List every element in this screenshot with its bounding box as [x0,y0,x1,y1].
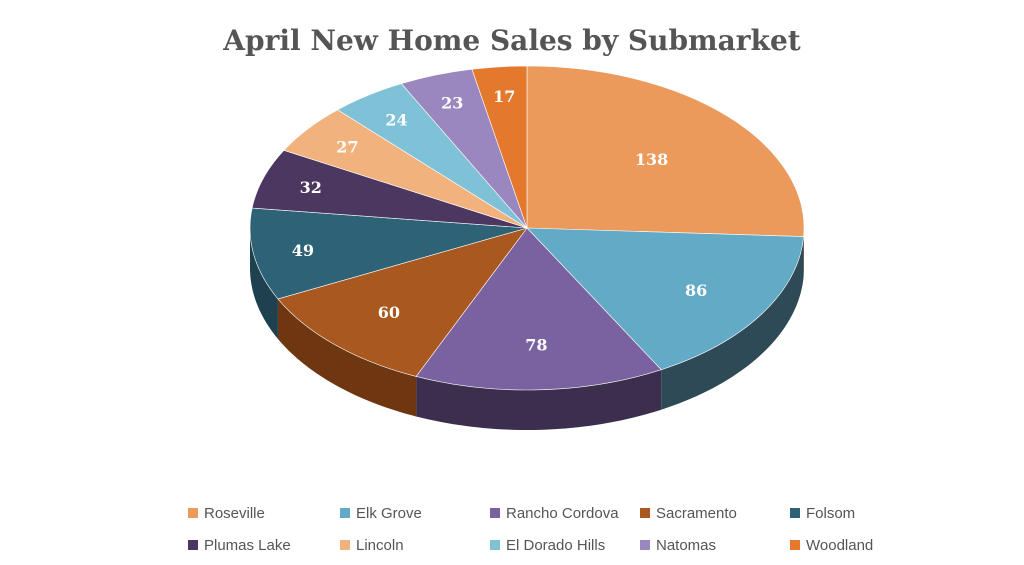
pie-side-folsom [250,228,278,339]
legend-label: Elk Grove [356,504,422,522]
legend-swatch [188,508,198,518]
legend-label: Lincoln [356,536,404,554]
legend-swatch [640,540,650,550]
legend-label: Natomas [656,536,717,554]
legend-label: Rancho Cordova [506,504,619,522]
legend-swatch [340,540,350,550]
legend-item-roseville: Roseville [188,502,265,524]
legend-swatch [340,508,350,518]
pie-side-rancho-cordova [416,369,662,430]
legend-label: El Dorado Hills [506,536,606,554]
data-label-roseville: 138 [635,150,668,169]
legend-label: Woodland [806,536,874,554]
legend-label: Sacramento [656,504,737,522]
data-label-woodland: 17 [493,87,515,106]
pie-side-sacramento [277,298,417,417]
pie-slice-elk-grove [526,227,804,371]
legend-item-folsom: Folsom [790,502,855,524]
pie-slice-rancho-cordova [415,227,662,391]
legend-swatch [490,540,500,550]
data-label-rancho-cordova: 78 [525,336,547,355]
chart-title: April New Home Sales by Submarket [223,24,801,57]
legend-item-elk-grove: Elk Grove [340,502,422,524]
legend-label: Plumas Lake [204,536,291,554]
pie-chart: 138 86 78 60 49 32 27 24 23 17 [249,65,805,430]
data-label-elk-grove: 86 [685,281,707,300]
data-label-plumas-lake: 32 [300,178,322,197]
legend-item-rancho-cordova: Rancho Cordova [490,502,619,524]
data-label-el-dorado-hills: 24 [385,110,407,129]
legend-item-woodland: Woodland [790,534,873,556]
legend-label: Roseville [204,504,265,522]
data-label-folsom: 49 [292,241,314,260]
pie-slice-roseville [526,65,805,237]
pie-slice-folsom [249,207,528,300]
pie-side-walls [250,228,804,430]
pie-slice-sacramento [277,227,528,377]
data-label-natomas: 23 [441,94,463,113]
legend-swatch [790,540,800,550]
legend-label: Folsom [806,504,856,522]
legend-swatch [790,508,800,518]
legend-swatch [188,540,198,550]
legend-swatch [640,508,650,518]
legend-item-el-dorado-hills: El Dorado Hills [490,534,605,556]
legend-swatch [490,508,500,518]
pie-side-elk-grove [661,236,804,410]
pie-slice-woodland [471,65,528,229]
legend-item-sacramento: Sacramento [640,502,737,524]
data-label-lincoln: 27 [336,138,358,157]
legend-item-natomas: Natomas [640,534,716,556]
legend-item-lincoln: Lincoln [340,534,404,556]
legend-item-plumas-lake: Plumas Lake [188,534,291,556]
data-label-sacramento: 60 [378,303,400,322]
